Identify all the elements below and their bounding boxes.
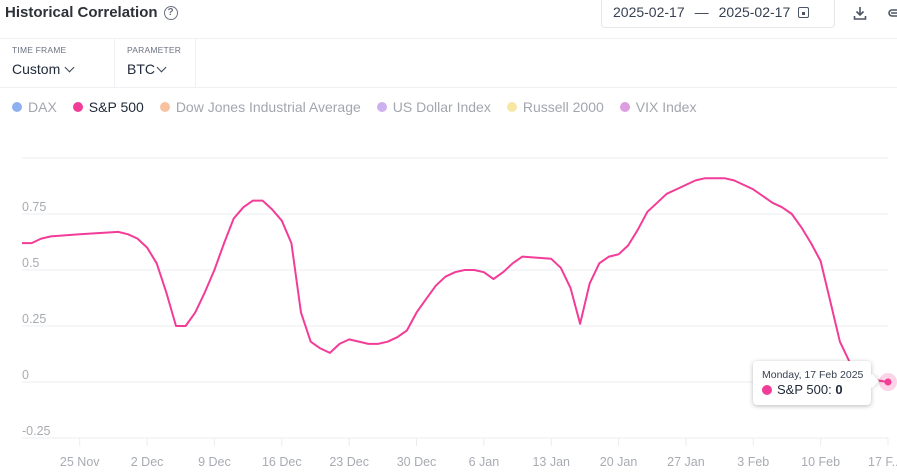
tooltip-value: 0 xyxy=(835,382,843,397)
date-range-picker[interactable]: 2025-02-17 — 2025-02-17 xyxy=(601,0,835,28)
series-color-dot xyxy=(762,384,772,395)
x-tick-label: 27 Jan xyxy=(667,455,705,469)
title-text: Historical Correlation xyxy=(5,4,158,21)
legend-item[interactable]: VIX Index xyxy=(619,99,697,115)
legend-item[interactable]: Dow Jones Industrial Average xyxy=(159,99,361,115)
filter-bar: TIME FRAME Custom PARAMETER BTC xyxy=(0,39,897,88)
legend-label: US Dollar Index xyxy=(392,99,491,115)
x-tick-label: 13 Jan xyxy=(532,455,570,469)
x-tick-label: 2 Dec xyxy=(131,455,164,469)
x-tick-label: 20 Jan xyxy=(600,455,638,469)
x-tick-label: 17 F... xyxy=(868,455,897,469)
y-tick-label: 0.75 xyxy=(22,200,46,214)
date-end[interactable]: 2025-02-17 xyxy=(718,4,791,20)
hover-point[interactable] xyxy=(884,378,892,386)
legend-item[interactable]: S&P 500 xyxy=(72,99,144,115)
chevron-down-icon xyxy=(156,62,167,72)
legend-label: DAX xyxy=(28,99,57,115)
parameter-select[interactable]: BTC xyxy=(127,61,183,77)
header: Historical Correlation ? 2025-02-17 — 20… xyxy=(0,0,897,39)
line-chart[interactable]: 0.75 0.5 0.25 0 -0.25 25 Nov 2 Dec 9 Dec 16 Dec 2… xyxy=(0,130,897,476)
parameter-filter[interactable]: PARAMETER BTC xyxy=(115,39,196,87)
legend-dot-icon xyxy=(376,102,387,112)
x-tick-label: 10 Feb xyxy=(801,455,840,469)
time-frame-label: TIME FRAME xyxy=(12,45,67,55)
date-start[interactable]: 2025-02-17 xyxy=(613,4,685,20)
time-frame-select[interactable]: Custom xyxy=(12,61,102,77)
legend-dot-icon xyxy=(12,102,22,112)
legend-label: Russell 2000 xyxy=(522,99,604,115)
share-icon[interactable] xyxy=(886,5,897,21)
series-line[interactable] xyxy=(22,177,889,383)
x-tick-label: 9 Dec xyxy=(198,455,231,469)
time-frame-value: Custom xyxy=(12,61,61,77)
x-tick-label: 23 Dec xyxy=(329,455,369,469)
legend-item[interactable]: DAX xyxy=(12,99,57,115)
chart-legend: DAX S&P 500 Dow Jones Industrial Average US… xyxy=(12,99,696,115)
legend-dot-icon xyxy=(619,102,630,112)
date-separator: — xyxy=(694,4,709,20)
y-tick-label: 0 xyxy=(22,368,29,382)
legend-dot-icon xyxy=(72,102,83,112)
legend-item[interactable]: US Dollar Index xyxy=(376,99,491,115)
x-tick-label: 3 Feb xyxy=(737,455,769,469)
legend-label: VIX Index xyxy=(635,99,697,115)
legend-label: S&P 500 xyxy=(88,99,144,115)
parameter-label: PARAMETER xyxy=(127,45,182,55)
x-tick-label: 16 Dec xyxy=(262,455,302,469)
x-tick-label: 6 Jan xyxy=(469,455,500,469)
time-frame-filter[interactable]: TIME FRAME Custom xyxy=(0,39,115,87)
legend-dot-icon xyxy=(159,102,170,112)
x-tick-label: 25 Nov xyxy=(60,455,100,469)
legend-item[interactable]: Russell 2000 xyxy=(506,99,604,115)
y-tick-label: 0.25 xyxy=(22,312,46,326)
parameter-value: BTC xyxy=(127,61,155,77)
legend-dot-icon xyxy=(506,102,517,112)
y-tick-label: -0.25 xyxy=(22,424,51,438)
chevron-down-icon xyxy=(64,62,75,72)
tooltip-series: S&P 500: xyxy=(777,382,836,397)
download-icon[interactable] xyxy=(852,5,868,21)
tooltip-row: S&P 500: 0 xyxy=(762,382,871,397)
legend-label: Dow Jones Industrial Average xyxy=(175,99,361,115)
page-title: Historical Correlation ? xyxy=(5,4,178,21)
tooltip-date: Monday, 17 Feb 2025 xyxy=(762,369,864,381)
x-tick-label: 30 Dec xyxy=(397,455,437,469)
chart-tooltip: Monday, 17 Feb 2025 S&P 500: 0 xyxy=(753,361,871,405)
calendar-icon[interactable] xyxy=(798,6,810,18)
y-tick-label: 0.5 xyxy=(22,256,39,270)
question-circle-icon[interactable]: ? xyxy=(163,5,178,20)
